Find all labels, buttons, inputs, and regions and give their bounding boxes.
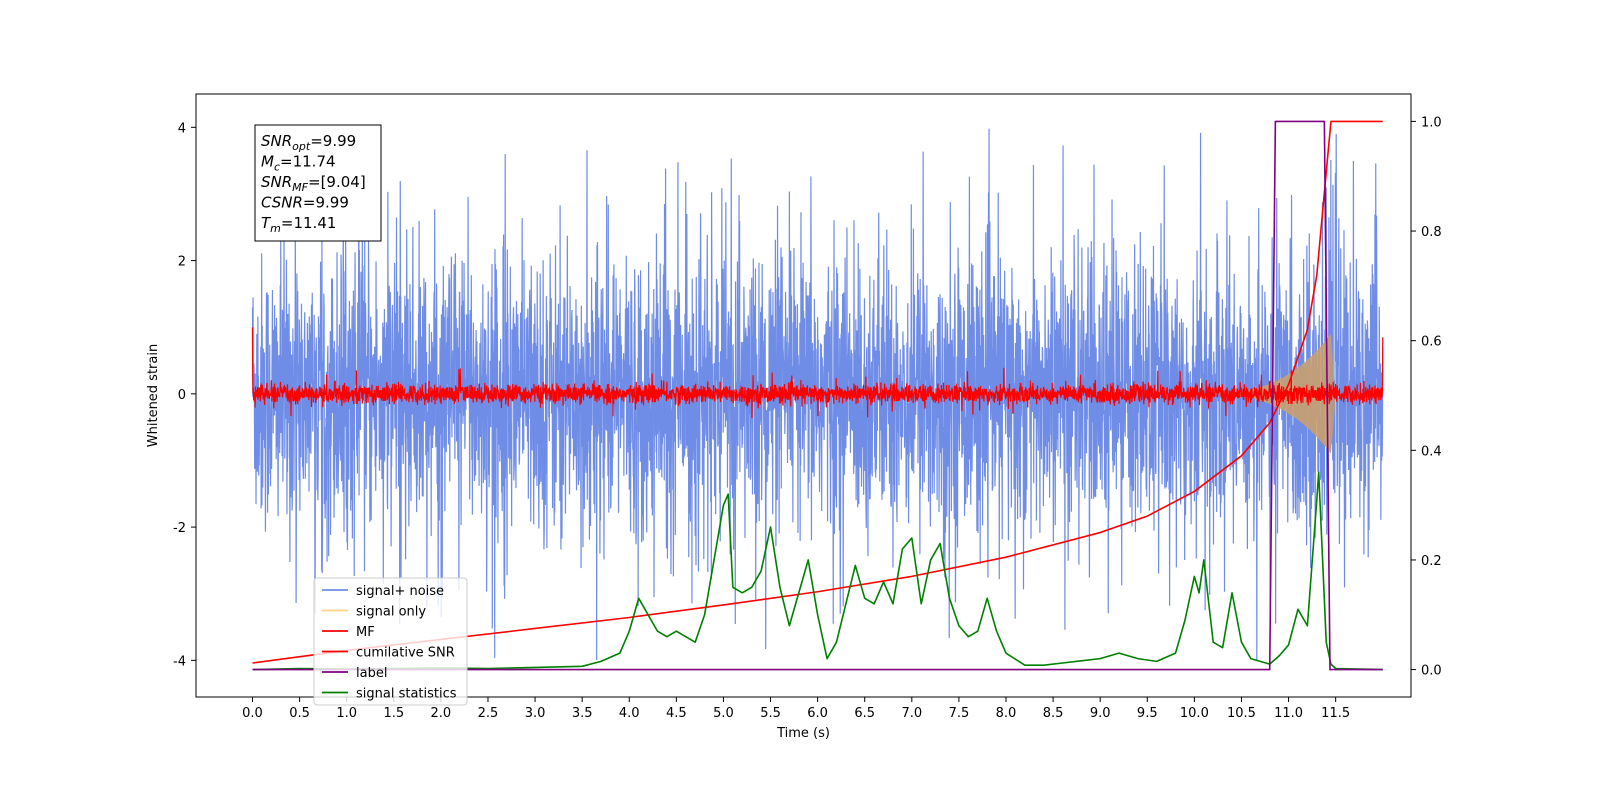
- x-tick-label-4: 2.0: [431, 706, 452, 721]
- x-tick-label-16: 8.0: [996, 706, 1017, 721]
- x-tick-label-20: 10.0: [1180, 706, 1209, 721]
- y-axis-label: Whitened strain: [146, 344, 161, 447]
- legend-label-5: signal statistics: [356, 687, 457, 702]
- x-tick-label-22: 11.0: [1274, 706, 1303, 721]
- x-tick-label-5: 2.5: [478, 706, 499, 721]
- x-tick-label-3: 1.5: [383, 706, 404, 721]
- series-signal-noise: [251, 128, 1384, 661]
- info-line-3: CSNR=9.99: [261, 194, 349, 212]
- axes-frame: [195, 93, 1412, 698]
- x-tick-label-14: 7.0: [901, 706, 922, 721]
- x-tick-label-9: 4.5: [666, 706, 687, 721]
- x-tick-label-0: 0.0: [242, 706, 263, 721]
- y-tick-label-1: 2: [178, 255, 186, 270]
- x-tick-label-23: 11.5: [1321, 706, 1350, 721]
- x-tick-label-18: 9.0: [1090, 706, 1111, 721]
- y2-tick-label-0: 1.0: [1421, 115, 1442, 130]
- series-label: [252, 120, 1383, 671]
- legend-label-4: label: [356, 666, 387, 681]
- info-line-2: SNRMF=[9.04]: [261, 173, 366, 194]
- x-tick-label-15: 7.5: [949, 706, 970, 721]
- x-tick-label-6: 3.0: [525, 706, 546, 721]
- x-tick-label-8: 4.0: [619, 706, 640, 721]
- series-cumulative-snr: [252, 120, 1383, 664]
- info-box: [254, 124, 382, 242]
- legend-label-3: cumilative SNR: [356, 646, 455, 661]
- legend-label-0: signal+ noise: [356, 584, 444, 599]
- y2-tick-label-3: 0.4: [1421, 444, 1442, 459]
- y-tick-label-0: 4: [178, 121, 186, 136]
- series-mf: [251, 327, 1384, 419]
- x-axis-label: Time (s): [776, 726, 830, 741]
- legend-box: [313, 577, 468, 706]
- x-tick-label-21: 10.5: [1227, 706, 1256, 721]
- y2-tick-label-5: 0.0: [1421, 664, 1442, 679]
- x-tick-label-12: 6.0: [807, 706, 828, 721]
- y-tick-label-2: 0: [178, 388, 186, 403]
- y2-tick-label-2: 0.6: [1421, 335, 1442, 350]
- y2-tick-label-1: 0.8: [1421, 225, 1442, 240]
- y-tick-label-4: -4: [173, 654, 186, 669]
- series-signal-only: [1194, 333, 1331, 454]
- x-tick-label-10: 5.0: [713, 706, 734, 721]
- x-tick-label-1: 0.5: [289, 706, 310, 721]
- series-signal-statistics: [252, 471, 1383, 671]
- y2-tick-label-4: 0.2: [1421, 554, 1442, 569]
- x-tick-label-19: 9.5: [1137, 706, 1158, 721]
- legend-label-1: signal only: [356, 605, 426, 620]
- x-tick-label-11: 5.5: [760, 706, 781, 721]
- legend-label-2: MF: [356, 625, 375, 640]
- info-line-1: Mc=11.74: [261, 153, 336, 174]
- x-tick-label-2: 1.0: [336, 706, 357, 721]
- x-tick-label-7: 3.5: [572, 706, 593, 721]
- x-tick-label-13: 6.5: [854, 706, 875, 721]
- info-line-0: SNRopt=9.99: [261, 132, 356, 153]
- x-tick-label-17: 8.5: [1043, 706, 1064, 721]
- info-line-4: Tm=11.41: [261, 214, 336, 235]
- y-tick-label-3: -2: [173, 521, 186, 536]
